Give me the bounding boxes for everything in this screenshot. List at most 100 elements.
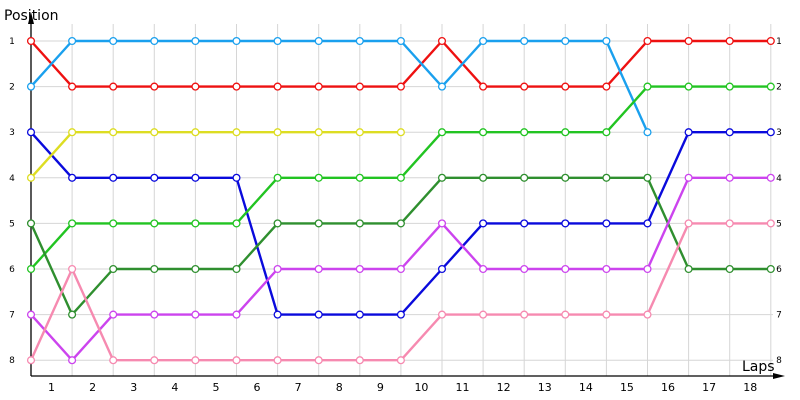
data-point-series-5 bbox=[725, 82, 734, 91]
data-point-series-8 bbox=[479, 310, 488, 319]
x-tick-label: 16 bbox=[661, 381, 675, 394]
data-point-series-2 bbox=[479, 36, 488, 46]
data-point-series-5 bbox=[437, 128, 447, 137]
data-point-series-5 bbox=[643, 82, 652, 91]
data-point-series-3 bbox=[314, 310, 323, 319]
data-point-series-8 bbox=[355, 356, 364, 365]
data-point-series-8 bbox=[643, 310, 652, 319]
data-point-series-1 bbox=[561, 82, 570, 91]
data-point-series-5 bbox=[26, 264, 36, 274]
data-point-series-8 bbox=[396, 356, 405, 365]
data-point-series-5 bbox=[561, 128, 570, 137]
data-point-series-2 bbox=[437, 82, 447, 91]
data-point-series-6 bbox=[520, 173, 529, 182]
series-markers bbox=[26, 36, 775, 365]
y-tick-label-left: 3 bbox=[9, 128, 15, 138]
y-tick-label-right: 8 bbox=[776, 356, 782, 366]
data-point-series-7 bbox=[191, 310, 200, 319]
data-point-series-8 bbox=[725, 219, 734, 228]
data-point-series-3 bbox=[355, 310, 364, 319]
data-point-series-1 bbox=[109, 82, 118, 91]
data-point-series-5 bbox=[684, 82, 693, 91]
data-point-series-5 bbox=[109, 219, 118, 228]
data-point-series-2 bbox=[232, 36, 241, 46]
data-point-series-3 bbox=[766, 128, 775, 137]
x-tick-label: 14 bbox=[579, 381, 593, 394]
data-point-series-2 bbox=[191, 36, 200, 46]
data-point-series-2 bbox=[643, 128, 652, 137]
data-point-series-3 bbox=[68, 173, 77, 182]
data-point-series-3 bbox=[643, 219, 652, 228]
data-point-series-1 bbox=[725, 36, 734, 46]
data-point-series-6 bbox=[561, 173, 570, 182]
data-point-series-3 bbox=[273, 310, 282, 319]
y-tick-label-left: 7 bbox=[9, 311, 15, 321]
data-point-series-3 bbox=[437, 264, 447, 274]
data-point-series-5 bbox=[273, 173, 282, 182]
data-point-series-2 bbox=[396, 36, 405, 46]
x-tick-label: 7 bbox=[295, 381, 302, 394]
data-point-series-6 bbox=[273, 219, 282, 228]
data-point-series-4 bbox=[314, 128, 323, 137]
y-tick-label-left: 8 bbox=[9, 356, 15, 366]
data-point-series-8 bbox=[684, 219, 693, 228]
axes: Position Laps bbox=[4, 8, 785, 379]
x-tick-label: 4 bbox=[171, 381, 178, 394]
data-point-series-7 bbox=[725, 173, 734, 182]
x-tick-label: 17 bbox=[702, 381, 716, 394]
y-tick-label-left: 2 bbox=[9, 83, 15, 93]
data-point-series-8 bbox=[437, 310, 447, 319]
x-tick-label: 9 bbox=[377, 381, 384, 394]
data-point-series-7 bbox=[520, 264, 529, 274]
data-point-series-1 bbox=[602, 82, 611, 91]
data-point-series-7 bbox=[109, 310, 118, 319]
data-point-series-7 bbox=[396, 264, 405, 274]
data-point-series-2 bbox=[314, 36, 323, 46]
data-point-series-3 bbox=[684, 128, 693, 137]
data-point-series-2 bbox=[561, 36, 570, 46]
y-tick-label-right: 1 bbox=[776, 37, 782, 47]
data-point-series-8 bbox=[109, 356, 118, 365]
data-point-series-3 bbox=[725, 128, 734, 137]
data-point-series-1 bbox=[766, 36, 775, 46]
data-point-series-2 bbox=[109, 36, 118, 46]
x-tick-label: 2 bbox=[89, 381, 96, 394]
data-point-series-6 bbox=[150, 264, 159, 274]
y-tick-label-right: 6 bbox=[776, 265, 782, 275]
data-point-series-1 bbox=[232, 82, 241, 91]
data-point-series-4 bbox=[109, 128, 118, 137]
data-point-series-6 bbox=[396, 219, 405, 228]
data-point-series-5 bbox=[520, 128, 529, 137]
data-point-series-7 bbox=[684, 173, 693, 182]
data-point-series-6 bbox=[68, 310, 77, 319]
y-tick-label-right: 4 bbox=[776, 174, 782, 184]
data-point-series-6 bbox=[602, 173, 611, 182]
data-point-series-2 bbox=[273, 36, 282, 46]
data-point-series-3 bbox=[479, 219, 488, 228]
data-point-series-6 bbox=[355, 219, 364, 228]
data-point-series-3 bbox=[191, 173, 200, 182]
data-point-series-7 bbox=[314, 264, 323, 274]
data-point-series-4 bbox=[355, 128, 364, 137]
data-point-series-6 bbox=[725, 264, 734, 274]
data-point-series-5 bbox=[150, 219, 159, 228]
data-point-series-8 bbox=[232, 356, 241, 365]
data-point-series-1 bbox=[68, 82, 77, 91]
x-axis-arrow bbox=[773, 373, 785, 379]
data-point-series-1 bbox=[396, 82, 405, 91]
data-point-series-6 bbox=[232, 264, 241, 274]
data-point-series-7 bbox=[355, 264, 364, 274]
x-axis-title: Laps bbox=[742, 359, 775, 375]
y-tick-label-right: 7 bbox=[776, 311, 782, 321]
data-point-series-7 bbox=[479, 264, 488, 274]
y-tick-label-right: 2 bbox=[776, 83, 782, 93]
x-tick-label: 3 bbox=[130, 381, 137, 394]
x-tick-label: 1 bbox=[48, 381, 55, 394]
data-point-series-1 bbox=[191, 82, 200, 91]
data-point-series-5 bbox=[191, 219, 200, 228]
y-tick-label-right: 5 bbox=[776, 219, 782, 229]
data-point-series-6 bbox=[109, 264, 118, 274]
data-point-series-7 bbox=[232, 310, 241, 319]
data-point-series-8 bbox=[766, 219, 775, 228]
data-point-series-8 bbox=[314, 356, 323, 365]
